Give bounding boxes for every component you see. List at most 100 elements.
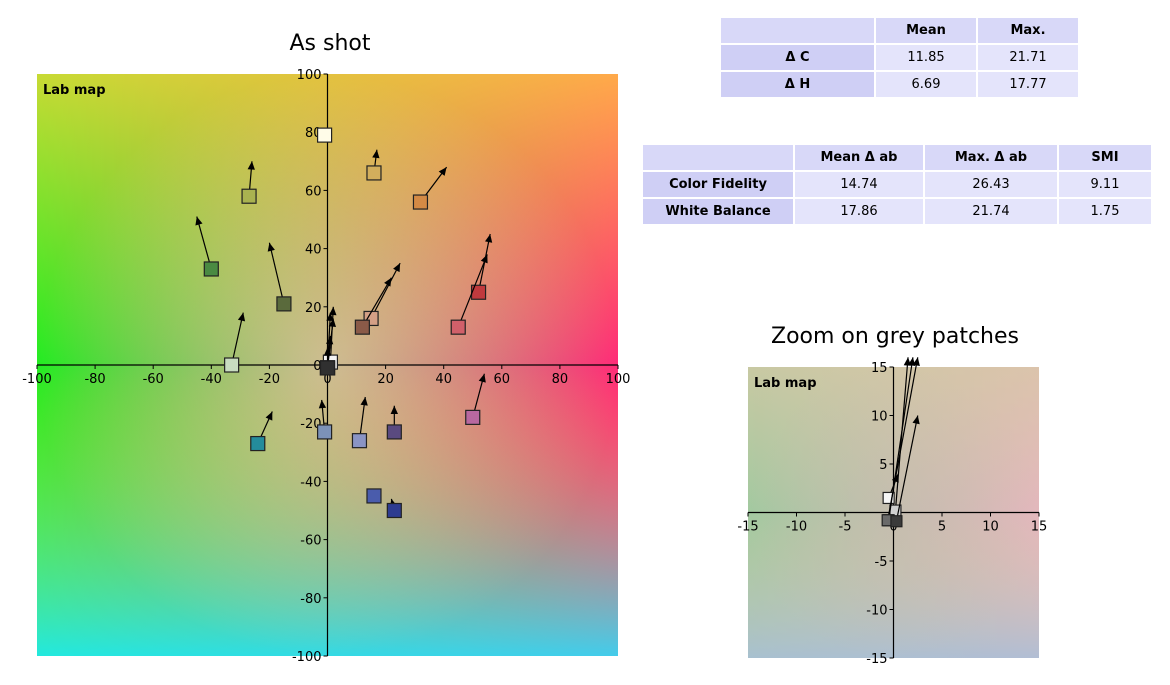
x-tick-label: 100: [606, 372, 631, 387]
fidelity-table-header-row: Mean Δ ab Max. Δ ab SMI: [641, 143, 1153, 172]
patch-marker: [882, 491, 895, 505]
y-tick-label: 100: [297, 68, 322, 83]
patch-marker: [354, 319, 370, 335]
x-tick-label: -100: [22, 372, 52, 387]
fidelity-table-corner: [641, 143, 795, 172]
shift-arrow-head: [912, 415, 920, 425]
x-tick-label: 20: [377, 372, 394, 387]
x-tick-label: 10: [982, 520, 999, 535]
shift-arrow-line: [895, 415, 919, 522]
shift-arrow-line: [370, 262, 401, 319]
shift-arrow-head: [329, 306, 337, 316]
fidelity-table-row-white: White Balance 17.86 21.74 1.75: [641, 197, 1153, 226]
patch-marker: [386, 502, 402, 519]
delta-table-corner: [719, 16, 876, 45]
delta-table-row-label: Δ H: [719, 70, 876, 99]
fidelity-table: Mean Δ ab Max. Δ ab SMI Color Fidelity 1…: [641, 143, 1153, 226]
patch-marker: [316, 424, 333, 440]
fidelity-table-cell: 21.74: [923, 197, 1059, 226]
x-tick-label: -15: [737, 520, 758, 535]
fidelity-table-row-label: Color Fidelity: [641, 170, 795, 199]
delta-table-header-max: Max.: [976, 16, 1080, 45]
shift-arrow-head: [438, 167, 447, 176]
y-tick-label: 10: [871, 410, 888, 425]
shift-arrow-head: [318, 399, 327, 409]
fidelity-table-header-smi: SMI: [1057, 143, 1153, 172]
shift-arrow-head: [326, 312, 334, 321]
shift-arrow-head: [912, 357, 920, 366]
shift-arrow-line: [231, 312, 244, 366]
lab-map-label: Lab map: [754, 376, 817, 391]
y-tick-label: -5: [875, 555, 888, 570]
patch-marker: [450, 319, 466, 335]
x-tick-label: -40: [201, 372, 222, 387]
fidelity-table-cell: 9.11: [1057, 170, 1153, 199]
patch-marker: [316, 127, 333, 143]
delta-table-row-label: Δ C: [719, 43, 876, 72]
y-tick-label: 15: [871, 361, 888, 376]
delta-table-cell: 6.69: [874, 70, 978, 99]
fidelity-table-header-mean: Mean Δ ab: [793, 143, 925, 172]
delta-table-cell: 21.71: [976, 43, 1080, 72]
delta-table-row-dc: Δ C 11.85 21.71: [719, 43, 1080, 72]
x-tick-label: -80: [84, 372, 105, 387]
shift-arrow-head: [323, 347, 332, 356]
delta-table-cell: 17.77: [976, 70, 1080, 99]
delta-table-cell: 11.85: [874, 43, 978, 72]
patch-marker: [319, 360, 336, 376]
x-tick-label: 80: [552, 372, 569, 387]
delta-ch-table: Mean Max. Δ C 11.85 21.71 Δ H 6.69 17.77: [719, 16, 1080, 99]
x-tick-label: -60: [143, 372, 164, 387]
shift-arrow-head: [485, 234, 493, 243]
y-tick-label: -40: [300, 475, 321, 490]
shift-arrow-head: [267, 242, 275, 252]
shift-arrow-head: [326, 335, 334, 345]
y-tick-label: -10: [866, 604, 887, 619]
y-tick-label: 20: [305, 301, 322, 316]
lab-map-label: Lab map: [43, 83, 106, 98]
patch-marker: [890, 515, 903, 528]
x-tick-label: 0: [323, 372, 331, 387]
shift-arrow-line: [887, 357, 919, 521]
patch-marker: [241, 188, 257, 204]
shift-arrow-head: [195, 216, 203, 226]
fidelity-table-cell: 26.43: [923, 170, 1059, 199]
x-tick-label: -20: [259, 372, 280, 387]
y-tick-label: 0: [313, 359, 321, 374]
patch-marker: [366, 165, 382, 181]
shift-arrow-line: [361, 277, 392, 328]
y-tick-label: 40: [305, 243, 322, 258]
patch-marker: [276, 296, 292, 312]
shift-arrow-head: [390, 405, 398, 414]
patch-marker: [366, 488, 382, 504]
x-tick-label: 15: [1031, 520, 1048, 535]
zoom-chart-title: Zoom on grey patches: [771, 324, 1019, 349]
shift-arrow-head: [265, 411, 273, 421]
x-tick-label: 40: [435, 372, 452, 387]
shift-arrow-line: [268, 242, 285, 305]
shift-arrow-head: [328, 318, 336, 327]
fidelity-table-cell: 14.74: [793, 170, 925, 199]
shift-arrow-head: [480, 254, 488, 264]
y-tick-label: -80: [300, 592, 321, 607]
fidelity-table-row-color: Color Fidelity 14.74 26.43 9.11: [641, 170, 1153, 199]
delta-table-header-row: Mean Max.: [719, 16, 1080, 45]
shift-arrow-line: [196, 216, 212, 270]
shift-arrow-head: [237, 312, 246, 322]
y-tick-label: -15: [866, 652, 887, 667]
fidelity-table-header-max: Max. Δ ab: [923, 143, 1059, 172]
patch-marker: [224, 357, 240, 373]
y-tick-label: 60: [305, 184, 322, 199]
x-tick-label: -5: [839, 520, 852, 535]
patch-marker: [386, 424, 402, 440]
patch-marker: [465, 409, 481, 425]
y-tick-label: -100: [292, 650, 322, 665]
fidelity-table-cell: 17.86: [793, 197, 925, 226]
y-tick-label: -60: [300, 534, 321, 549]
delta-table-header-mean: Mean: [874, 16, 978, 45]
patch-marker: [412, 194, 429, 210]
patch-marker: [351, 433, 368, 449]
delta-table-row-dh: Δ H 6.69 17.77: [719, 70, 1080, 99]
shift-arrow-head: [384, 277, 392, 287]
